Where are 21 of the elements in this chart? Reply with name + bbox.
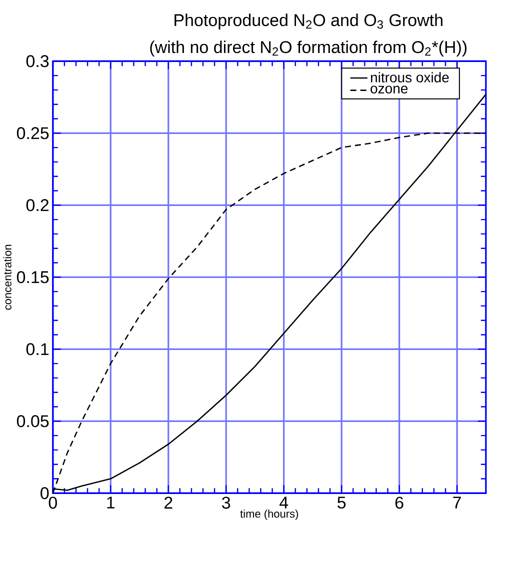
legend-label: ozone [370,86,408,94]
y-tick-label: 0.2 [26,199,48,212]
legend-label: nitrous oxide [370,72,449,82]
x-tick-label: 5 [337,496,346,509]
x-tick-label: 7 [453,496,461,508]
y-tick-label: 0.05 [16,415,48,428]
x-tick-label: 2 [164,496,172,509]
x-tick-label: 1 [107,496,114,508]
chart-subtitle: (with no direct N$_{2}$O formation from O$_{2}$*(H)) [150,40,466,57]
x-tick-label: 3 [222,496,230,509]
x-tick-label: 6 [395,496,404,509]
y-tick-label: 0.25 [16,127,48,140]
chart-title: Photoproduced N$_{2}$O and O$_{3}$ Growth [174,14,442,30]
y-axis-title: concentration [3,244,12,310]
x-tick-label: 0 [48,496,57,509]
y-tick-label: 0.15 [16,271,48,284]
y-tick-label: 0.1 [26,343,48,356]
x-tick-label: 4 [279,496,288,508]
x-axis-title: time (hours) [240,510,298,520]
y-tick-label: 0.3 [26,55,48,68]
y-tick-label: 0 [40,487,49,500]
